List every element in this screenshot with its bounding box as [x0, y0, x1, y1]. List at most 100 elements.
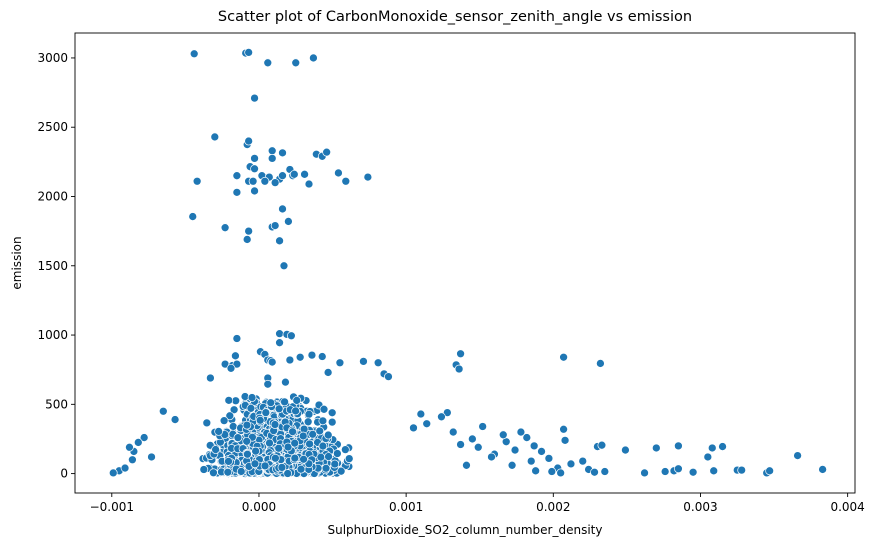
data-point — [125, 442, 134, 452]
data-point — [274, 443, 284, 453]
data-point — [344, 454, 354, 463]
y-tick-label: 2500 — [37, 120, 68, 134]
data-point — [251, 446, 260, 456]
data-point — [139, 433, 149, 442]
data-point — [544, 454, 554, 463]
data-point — [448, 427, 458, 437]
data-point — [456, 349, 465, 359]
y-tick-label: 1500 — [37, 259, 68, 273]
data-point — [275, 236, 284, 246]
data-point — [651, 443, 661, 453]
data-point — [323, 368, 333, 377]
data-point — [507, 460, 517, 470]
data-point — [707, 443, 717, 453]
x-tick-label: 0.001 — [389, 500, 423, 514]
data-point — [334, 168, 343, 178]
data-point — [327, 417, 337, 427]
data-point — [250, 164, 259, 174]
data-point — [478, 422, 488, 431]
data-point — [556, 468, 566, 478]
data-point — [120, 463, 130, 473]
data-point — [232, 171, 242, 181]
data-point — [305, 439, 314, 449]
chart-title: Scatter plot of CarbonMonoxide_sensor_ze… — [218, 9, 692, 25]
data-point — [250, 154, 259, 163]
data-point — [292, 396, 302, 405]
y-tick-label: 0 — [60, 467, 68, 481]
data-point — [318, 441, 328, 451]
data-point — [688, 467, 698, 477]
data-point — [267, 146, 277, 156]
data-point — [279, 261, 289, 271]
data-point — [578, 456, 588, 466]
data-point — [263, 58, 273, 68]
data-point — [319, 404, 329, 414]
data-point — [277, 463, 287, 472]
data-point — [283, 442, 293, 452]
data-point — [278, 148, 287, 158]
data-point — [559, 352, 568, 362]
data-point — [192, 176, 202, 186]
data-point — [280, 397, 289, 407]
data-point — [522, 433, 532, 442]
data-point — [317, 352, 327, 361]
data-point — [270, 420, 280, 429]
data-point — [737, 465, 747, 475]
x-tick-label: 0.000 — [242, 500, 276, 514]
data-point — [189, 49, 199, 59]
data-point — [199, 465, 209, 474]
data-point — [242, 420, 252, 430]
data-point — [211, 445, 220, 454]
data-point — [228, 422, 238, 431]
data-point — [531, 466, 540, 476]
data-point — [232, 187, 242, 197]
data-point — [296, 464, 306, 474]
data-point — [422, 419, 432, 429]
data-point — [335, 358, 345, 368]
data-point — [640, 468, 649, 478]
data-point — [250, 186, 259, 196]
data-point — [244, 226, 254, 236]
data-point — [300, 169, 309, 179]
data-point — [468, 434, 477, 444]
data-point — [456, 440, 465, 449]
data-point — [321, 463, 331, 473]
data-point — [247, 393, 257, 402]
data-point — [209, 468, 218, 478]
x-tick-label: 0.002 — [536, 500, 570, 514]
data-point — [231, 351, 240, 361]
data-point — [225, 411, 235, 421]
data-point — [559, 424, 568, 434]
data-point — [286, 331, 296, 341]
data-point — [359, 357, 368, 366]
data-point — [214, 427, 223, 436]
data-point — [236, 467, 246, 476]
x-tick-label: 0.003 — [683, 500, 717, 514]
data-point — [283, 469, 293, 478]
y-axis-label: emission — [10, 236, 24, 289]
data-point — [275, 338, 284, 348]
data-point — [295, 352, 305, 362]
data-point — [718, 442, 727, 451]
data-point — [304, 409, 314, 419]
data-point — [330, 459, 340, 469]
data-point — [597, 440, 607, 450]
data-point — [232, 359, 242, 369]
data-point — [206, 373, 215, 383]
data-point — [275, 329, 284, 339]
data-point — [529, 441, 539, 451]
data-point — [270, 221, 280, 230]
y-axis-ticks: 0 500 1000 1500 2000 2500 3000 — [37, 51, 75, 481]
data-point — [322, 147, 332, 157]
data-point — [255, 415, 265, 425]
data-point — [333, 449, 342, 458]
data-point — [473, 442, 483, 452]
data-point — [674, 464, 683, 474]
data-point — [224, 457, 233, 466]
data-point — [233, 433, 243, 443]
data-point — [537, 447, 546, 456]
data-point — [487, 452, 496, 462]
data-point — [498, 430, 508, 440]
x-tick-label: −0.001 — [90, 500, 134, 514]
data-point — [267, 154, 277, 163]
